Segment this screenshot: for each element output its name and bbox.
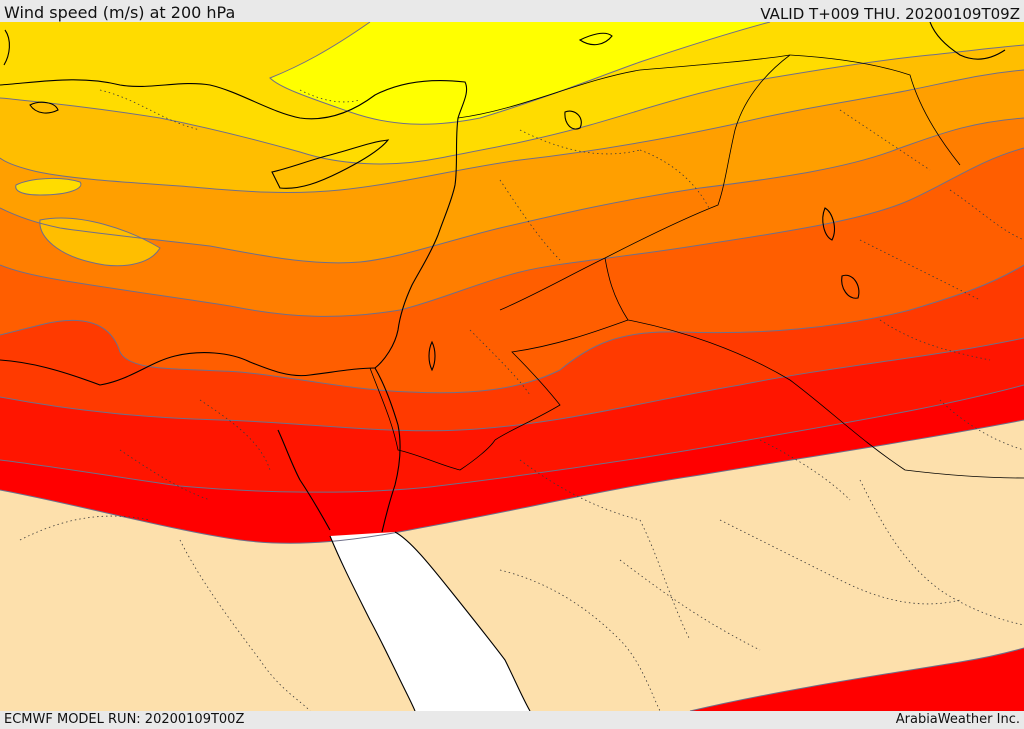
wind-band-1 — [270, 22, 770, 125]
south-contour — [689, 647, 1024, 711]
internal-boundaries — [19, 89, 1024, 711]
map-footer: ECMWF MODEL RUN: 20200109T00Z ArabiaWeat… — [0, 711, 1024, 729]
wind-speed-map — [0, 22, 1024, 711]
map-canvas — [0, 22, 1024, 711]
model-run: ECMWF MODEL RUN: 20200109T00Z — [4, 712, 245, 727]
wind-band-3-patch — [39, 218, 160, 266]
valid-time: VALID T+009 THU. 20200109T09Z — [760, 5, 1020, 23]
red-sea — [330, 532, 530, 711]
wind-band-9-south — [690, 648, 1024, 711]
speed-contours — [0, 22, 1024, 544]
coastlines — [0, 22, 1006, 711]
political-borders — [369, 54, 1024, 479]
wind-band-2-patch — [15, 178, 81, 195]
credit-text: ArabiaWeather Inc. — [895, 712, 1020, 727]
map-title: Wind speed (m/s) at 200 hPa — [4, 3, 236, 22]
map-header: Wind speed (m/s) at 200 hPa VALID T+009 … — [0, 0, 1024, 23]
